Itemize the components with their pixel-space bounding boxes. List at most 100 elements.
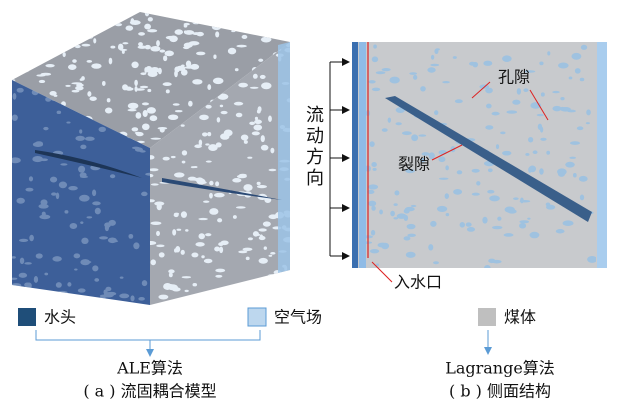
pore [428,244,433,250]
pore [264,300,267,307]
pore [10,157,21,163]
pore [433,261,439,264]
pore [63,52,66,57]
pore [163,157,170,161]
pore [427,67,435,72]
pore [122,42,128,44]
pore [13,54,21,56]
pore [19,273,27,278]
pore [442,81,450,83]
pore [36,253,43,258]
pore [382,128,388,132]
pore [136,112,142,119]
pore [14,45,18,49]
pore [219,247,223,254]
pore [404,215,408,221]
pore [24,46,31,51]
pore [184,24,188,28]
pore [571,53,581,60]
pore [195,11,202,15]
pore [541,92,545,96]
pore [105,107,112,113]
pore [418,134,426,136]
pore [135,86,138,92]
pore [430,221,436,227]
pore [206,105,212,109]
pore [223,286,232,293]
pore [95,208,101,215]
pore [238,83,248,88]
pore [72,59,77,63]
pore [185,290,189,292]
pore [213,55,216,59]
pore [150,46,160,52]
pore [581,45,587,50]
pore [110,174,115,178]
pore [269,169,277,171]
pore [145,66,152,73]
pore [31,26,35,28]
pore [506,110,517,113]
pore [51,192,56,195]
pore [24,282,30,287]
pore [86,216,92,218]
pore [482,217,487,224]
pore [79,129,82,133]
pore [283,36,287,38]
pore [525,153,529,156]
pore [394,203,398,206]
pore [502,151,511,156]
pore [145,10,149,16]
pore [370,249,379,253]
pore [150,115,158,121]
pore [151,183,159,185]
pore [43,127,48,130]
pore [54,9,64,16]
pore [504,233,514,237]
pore [105,225,109,231]
pore [539,62,543,66]
pore [434,110,438,115]
pore [143,110,148,117]
pore [579,176,588,182]
pore [44,34,53,41]
pore [11,283,21,288]
pore [46,47,55,50]
pore [71,82,82,84]
pore [92,28,96,31]
flow-direction: 流动方向 [300,105,326,189]
pore [205,233,211,236]
pore [546,151,550,155]
pore [35,141,43,146]
pore [92,190,96,197]
pore [92,298,96,302]
pore [232,288,236,294]
pore [59,181,67,188]
pore [128,103,139,109]
pore [243,248,253,251]
pore [119,294,129,299]
pore [247,157,252,159]
pore [99,236,108,239]
pore [255,117,258,120]
pore [437,206,447,212]
pore [233,284,237,289]
pore [13,93,17,100]
pore [372,88,380,92]
pore [446,213,450,216]
pore [557,168,567,175]
pore [261,135,265,142]
pore [259,258,268,264]
pore [238,250,247,253]
pore [453,56,457,59]
pore [379,210,383,215]
pore [54,95,58,97]
pore [431,55,434,60]
pore [167,284,178,290]
pore [104,292,114,297]
pore [486,104,492,109]
pore [67,282,71,286]
pore [540,138,546,141]
pore [42,212,46,217]
pore [569,157,576,159]
